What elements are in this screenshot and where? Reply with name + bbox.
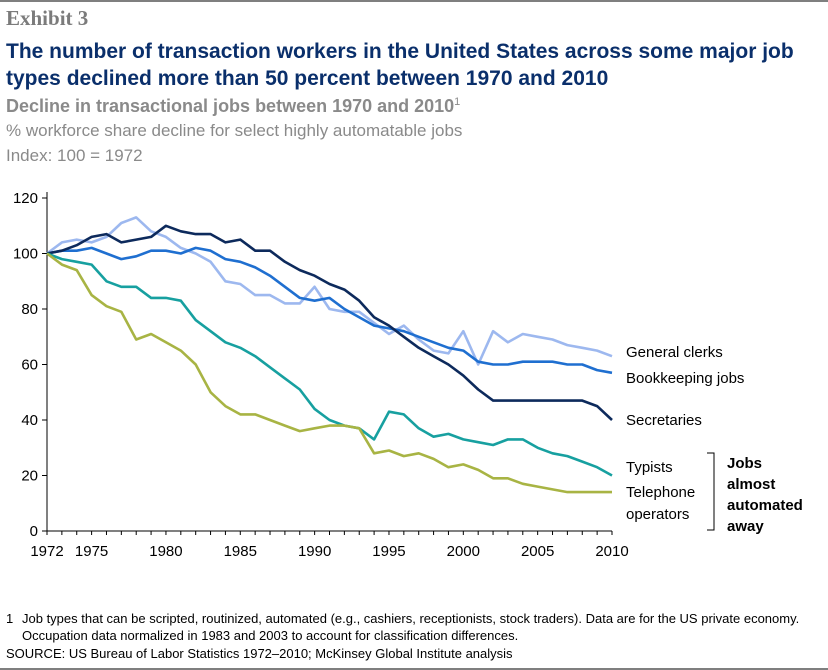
source-note: SOURCE: US Bureau of Labor Statistics 19… — [6, 646, 513, 661]
y-tick-label: 20 — [21, 468, 38, 485]
x-tick-label: 1990 — [298, 543, 331, 560]
group-annotation-line: almost — [727, 476, 775, 493]
y-tick-label: 0 — [30, 523, 38, 540]
series-line-secretaries — [46, 224, 613, 421]
footnote-text: Job types that can be scripted, routiniz… — [22, 611, 800, 643]
subtitle-text: Decline in transactional jobs between 19… — [6, 96, 455, 116]
series-line-telephone-operators — [46, 252, 612, 494]
group-annotation-line: Jobs — [727, 455, 762, 472]
footnote: 1 Job types that can be scripted, routin… — [6, 610, 818, 644]
series-label-bookkeeping-jobs: Bookkeeping jobs — [626, 370, 744, 387]
x-tick-label: 1972 — [30, 543, 63, 560]
chart-subtitle: Decline in transactional jobs between 19… — [6, 96, 460, 117]
series-line-typists — [46, 252, 613, 477]
x-tick-label: 1985 — [224, 543, 257, 560]
x-tick-label: 2000 — [447, 543, 480, 560]
bottom-rule — [0, 668, 828, 670]
group-annotation-line: away — [727, 518, 764, 535]
series-line-general-clerks — [46, 216, 613, 366]
chart-axes: 0 20 40 60 80 100 120 1972 1975 1980 1985 1990 1995 2… — [13, 190, 629, 560]
footnote-number: 1 — [6, 611, 14, 626]
series-label-secretaries: Secretaries — [626, 412, 702, 429]
exhibit-label: Exhibit 3 — [6, 6, 89, 30]
series-label-general-clerks: General clerks — [626, 344, 723, 361]
series-label-typists: Typists — [626, 459, 673, 476]
series-label-telephone-operators: Telephone — [626, 484, 695, 501]
series-label-telephone-operators: operators — [626, 506, 689, 523]
y-tick-label: 100 — [13, 246, 38, 263]
y-tick-label: 80 — [21, 301, 38, 318]
subtitle-footnote-mark: 1 — [454, 96, 461, 108]
x-tick-label: 1975 — [75, 543, 108, 560]
y-tick-label: 120 — [13, 190, 38, 207]
x-tick-label: 1980 — [149, 543, 182, 560]
chart-series — [46, 216, 613, 494]
series-line-bookkeeping-jobs — [46, 246, 613, 375]
group-bracket — [707, 452, 715, 531]
chart-headline: The number of transaction workers in the… — [6, 40, 794, 90]
line-chart: 0 20 40 60 80 100 120 1972 1975 1980 1985 1990 1995 2… — [13, 190, 803, 560]
x-tick-label: 2010 — [595, 543, 628, 560]
top-rule — [0, 0, 828, 2]
y-tick-label: 60 — [21, 357, 38, 374]
chart-series-labels: General clerks Bookkeeping jobs Secretarie… — [626, 344, 803, 535]
x-tick-label: 2005 — [521, 543, 554, 560]
group-annotation-line: automated — [727, 497, 803, 514]
y-tick-label: 40 — [21, 412, 38, 429]
x-tick-label: 1995 — [372, 543, 405, 560]
chart-description: % workforce share decline for select hig… — [6, 121, 463, 140]
chart-index-note: Index: 100 = 1972 — [6, 146, 143, 165]
